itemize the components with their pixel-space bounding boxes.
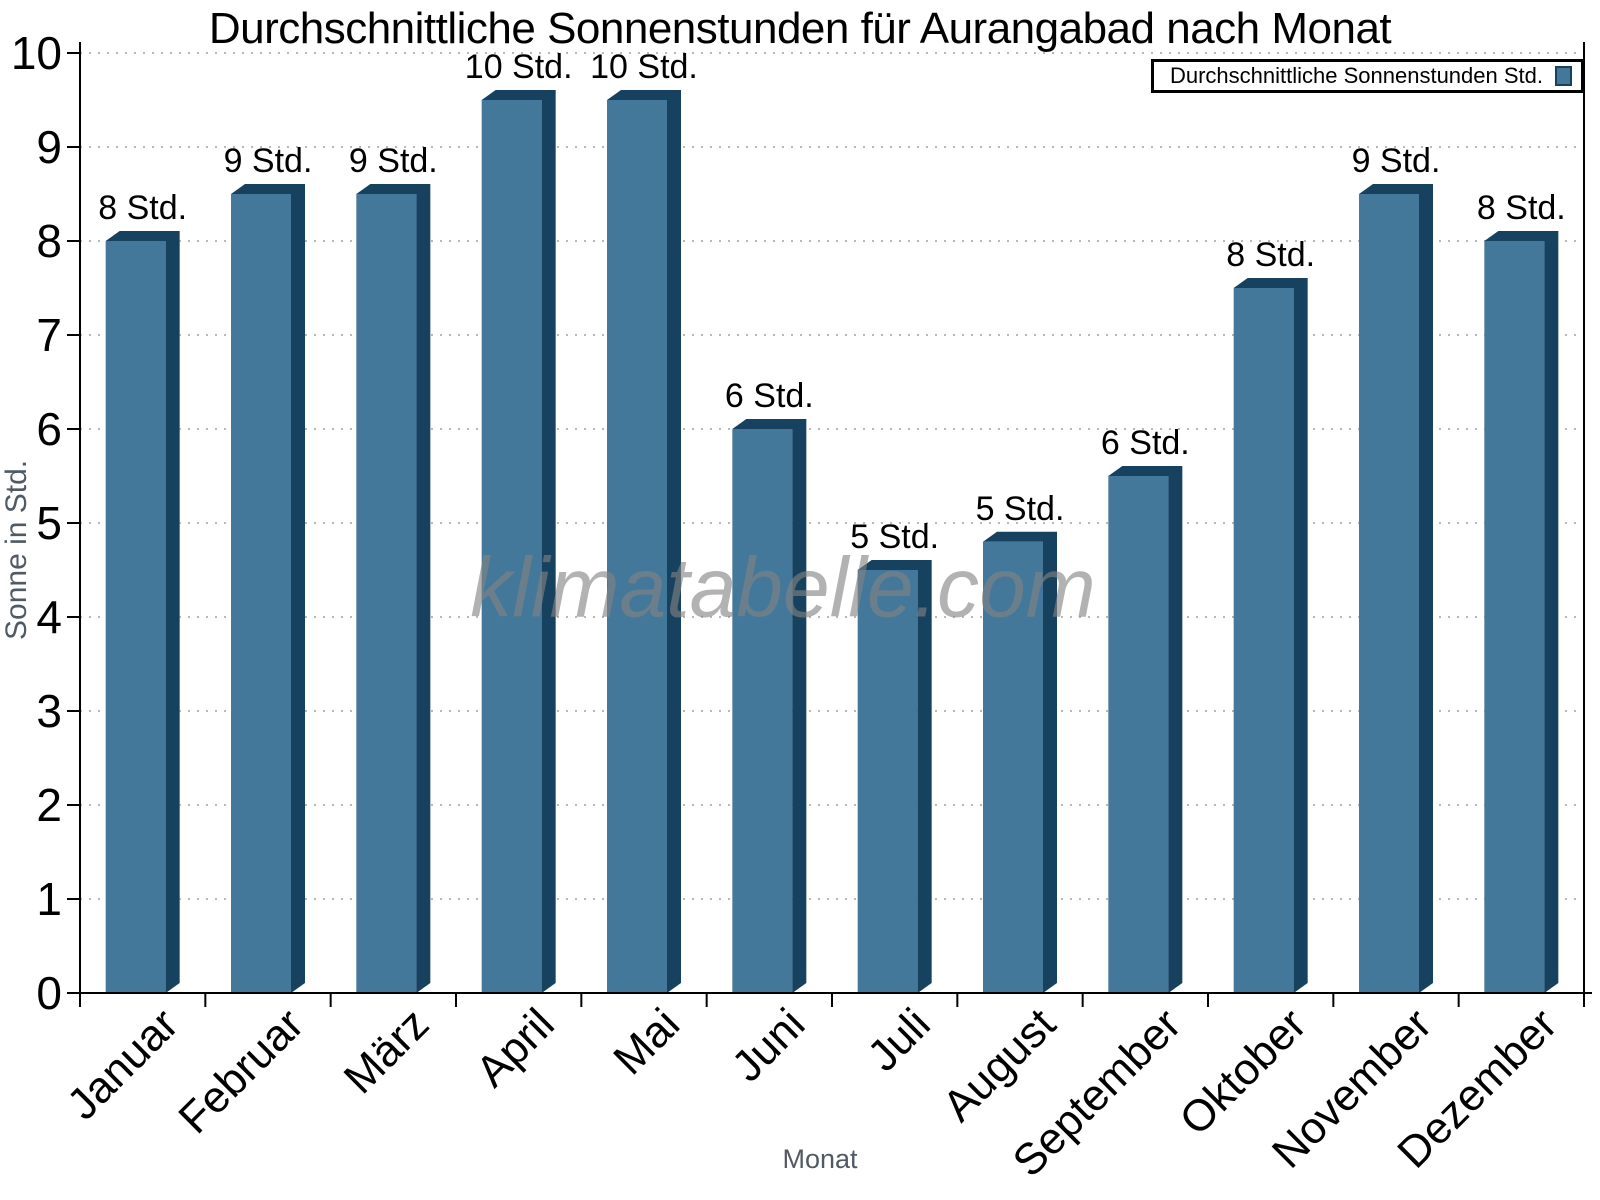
bar [607,100,667,993]
bar-value-label: 9 Std. [349,142,438,180]
y-tick-label: 8 [36,215,62,267]
bar [1484,241,1545,993]
x-tick-label: März [335,999,439,1103]
bar-value-label: 8 Std. [1226,236,1315,274]
bar-value-label: 5 Std. [976,490,1065,528]
bar [481,100,542,993]
y-tick-label: 5 [36,497,62,549]
bar-value-label: 10 Std. [590,48,698,86]
bar-shade [732,419,807,993]
bar-value-label: 8 Std. [1477,189,1566,227]
bar [857,570,918,993]
bar [356,194,417,993]
y-tick-label: 10 [11,27,62,79]
bar-shade [1233,278,1308,993]
bar-value-label: 6 Std. [725,377,814,415]
bar-shade [1484,231,1559,993]
bar [732,429,793,993]
bar-shade [1108,466,1183,993]
bar-value-label: 10 Std. [465,48,573,86]
bar-shade [356,184,431,993]
bar [983,541,1043,993]
bar-value-label: 9 Std. [224,142,313,180]
y-tick-label: 2 [36,779,62,831]
bar [1233,288,1294,993]
y-tick-label: 3 [36,685,62,737]
x-tick-label: Mai [604,999,689,1084]
x-tick-label: Juli [858,999,939,1080]
bar-shade [231,184,305,993]
bar-value-label: 9 Std. [1352,142,1441,180]
bar [105,241,166,993]
y-tick-label: 0 [36,967,62,1019]
bar-shade [857,560,932,993]
bar [1108,476,1169,993]
y-tick-label: 9 [36,121,62,173]
x-axis-title: Monat [782,1144,858,1174]
y-axis-title: Sonne in Std. [0,459,33,641]
bar-value-label: 8 Std. [98,189,187,227]
legend-box: Durchschnittliche Sonnenstunden Std. [1150,59,1584,93]
chart-title: Durchschnittliche Sonnenstunden für Aura… [208,4,1392,53]
y-tick-label: 7 [36,309,62,361]
legend-label: Durchschnittliche Sonnenstunden Std. [1169,63,1543,88]
x-tick-label: Januar [58,999,188,1129]
bar-shade [105,231,180,993]
bar-shade [607,90,681,993]
bar [1359,194,1419,993]
bar-shade [983,531,1057,993]
y-tick-label: 6 [36,403,62,455]
bar-value-label: 6 Std. [1101,424,1190,462]
bar-value-label: 5 Std. [850,518,939,556]
bar [231,194,291,993]
x-tick-label: Februar [169,999,313,1143]
bar-shade [1359,184,1433,993]
y-tick-label: 4 [36,591,62,643]
y-tick-label: 1 [36,873,62,925]
bar-shade [481,90,556,993]
x-tick-label: Juni [723,999,815,1091]
x-tick-label: April [467,999,564,1096]
legend-swatch [1555,66,1572,86]
